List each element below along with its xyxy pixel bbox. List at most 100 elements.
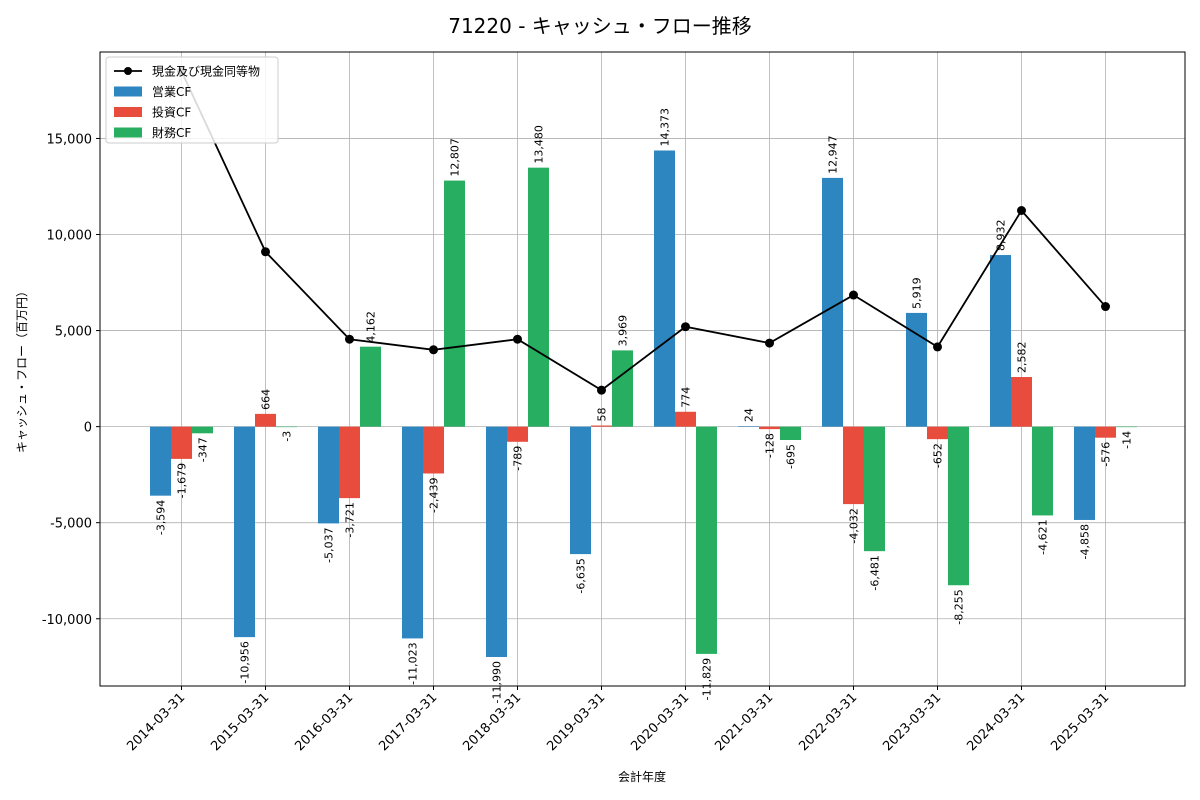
x-tick-label: 2021-03-31 xyxy=(712,690,776,754)
cash-balance-point xyxy=(1101,302,1110,312)
bar-value-label: -652 xyxy=(932,443,945,468)
bar-value-label: -3,721 xyxy=(344,502,357,537)
line-layer xyxy=(177,66,1110,395)
bar xyxy=(738,426,759,427)
y-tick-label: 15,000 xyxy=(47,132,93,147)
bar-value-label: -8,255 xyxy=(953,589,966,624)
x-tick-label: 2025-03-31 xyxy=(1048,690,1112,754)
legend-label: 営業CF xyxy=(152,85,191,99)
data-label-layer: -3,594 -10,956 -5,037 -11,023 -11,990 -6,635 1… xyxy=(155,108,1134,703)
bar xyxy=(759,426,780,430)
cash-balance-point xyxy=(597,385,606,395)
legend-label: 財務CF xyxy=(152,125,191,140)
cash-balance-point xyxy=(849,290,858,300)
legend-box xyxy=(105,56,279,144)
x-tick-label: 2024-03-31 xyxy=(964,690,1028,754)
bar xyxy=(1116,426,1137,428)
cash-balance-point xyxy=(681,322,690,332)
bar-value-label: 12,947 xyxy=(827,135,840,174)
cash-balance-point xyxy=(261,247,270,257)
chart-title: 71220 - キャッシュ・フロー推移 xyxy=(448,14,752,38)
x-tick-label: 2014-03-31 xyxy=(124,690,188,754)
y-axis-label: キャッシュ・フロー（百万円） xyxy=(15,285,29,453)
legend-marker xyxy=(124,67,132,75)
bar-value-label: 4,162 xyxy=(365,311,378,343)
bar xyxy=(192,426,213,434)
bar-value-label: 3,969 xyxy=(617,315,630,347)
bar xyxy=(1074,426,1095,520)
bar xyxy=(780,426,801,440)
y-tick-label: -10,000 xyxy=(42,613,92,628)
bar-value-label: -6,481 xyxy=(869,555,882,590)
bar xyxy=(507,426,528,442)
bar-value-label: -6,635 xyxy=(575,558,588,593)
bar-value-label: 14,373 xyxy=(659,108,672,147)
x-tick-label: 2020-03-31 xyxy=(628,690,692,754)
bar-value-label: 12,807 xyxy=(449,138,462,177)
bar xyxy=(423,426,444,474)
bar-layer xyxy=(150,150,1137,657)
x-axis-label: 会計年度 xyxy=(618,769,666,784)
plot-frame xyxy=(99,51,1186,687)
bar-value-label: 13,480 xyxy=(533,125,546,164)
bar-value-label: 664 xyxy=(260,389,273,410)
bar xyxy=(276,426,297,428)
bar-value-label: 8,932 xyxy=(995,220,1008,252)
bar xyxy=(402,426,423,639)
bar-value-label: -10,956 xyxy=(239,641,252,683)
bar xyxy=(1032,426,1053,516)
cash-balance-point xyxy=(345,334,354,344)
x-tick-label: 2016-03-31 xyxy=(292,690,356,754)
bar xyxy=(171,426,192,459)
bar-value-label: 5,919 xyxy=(911,277,924,309)
bar xyxy=(906,312,927,427)
cash-balance-line xyxy=(180,70,1107,392)
bar-value-label: -11,829 xyxy=(701,658,714,700)
x-tick-label: 2015-03-31 xyxy=(208,690,272,754)
bar xyxy=(696,426,717,654)
bar-value-label: -3 xyxy=(281,431,294,442)
y-tick-label: 5,000 xyxy=(55,325,92,340)
bar xyxy=(570,426,591,555)
legend-bar-swatch xyxy=(114,107,142,117)
cash-balance-point xyxy=(429,345,438,355)
bar-value-label: 774 xyxy=(680,387,693,408)
bar-value-label: -1,679 xyxy=(176,463,189,498)
bar-value-label: -11,990 xyxy=(491,661,504,703)
bar xyxy=(339,426,360,499)
bar xyxy=(990,255,1011,427)
bar xyxy=(1011,377,1032,427)
bar-value-label: -576 xyxy=(1100,442,1113,467)
bar xyxy=(591,425,612,427)
bar xyxy=(948,426,969,586)
x-tick-label: 2022-03-31 xyxy=(796,690,860,754)
legend-label: 現金及び現金同等物 xyxy=(152,64,260,79)
bar xyxy=(528,167,549,427)
bar-value-label: 24 xyxy=(743,408,756,422)
cash-balance-point xyxy=(933,342,942,352)
y-tick-label: 10,000 xyxy=(47,229,93,244)
bar-value-label: -3,594 xyxy=(155,500,168,535)
x-tick-label: 2019-03-31 xyxy=(544,690,608,754)
cash-balance-point xyxy=(1017,206,1026,215)
cash-balance-point xyxy=(765,338,774,348)
bar xyxy=(234,426,255,638)
bar-value-label: 2,582 xyxy=(1016,342,1029,374)
bar-value-label: -5,037 xyxy=(323,527,336,562)
bar-value-label: -128 xyxy=(764,433,777,458)
bar-value-label: 58 xyxy=(596,408,609,422)
y-tick-label: 0 xyxy=(84,421,92,436)
cash-balance-point xyxy=(513,334,522,344)
bar-value-label: -695 xyxy=(785,444,798,469)
bar xyxy=(318,426,339,524)
bar-value-label: -14 xyxy=(1121,431,1134,449)
legend-label: 投資CF xyxy=(152,105,191,120)
bar-value-label: -4,621 xyxy=(1037,519,1050,554)
bar xyxy=(444,180,465,427)
legend-bar-swatch xyxy=(114,86,142,97)
bar-value-label: -11,023 xyxy=(407,642,420,684)
bar xyxy=(927,426,948,440)
bar xyxy=(150,426,171,496)
